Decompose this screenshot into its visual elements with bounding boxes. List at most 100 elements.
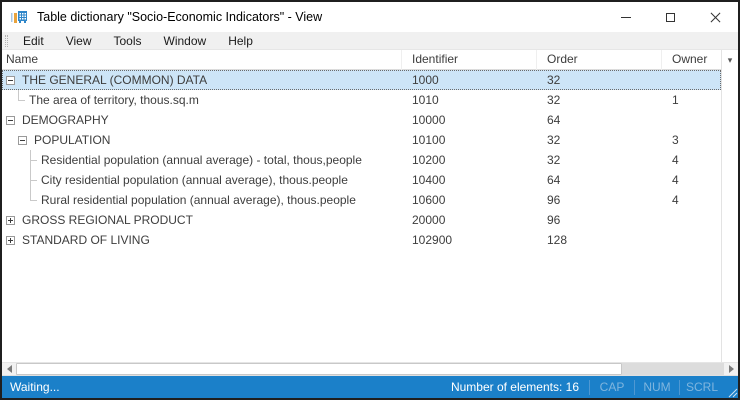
row-name-label: THE GENERAL (COMMON) DATA <box>22 73 208 87</box>
minimize-button[interactable] <box>603 2 648 32</box>
window-title: Table dictionary "Socio-Economic Indicat… <box>37 10 323 24</box>
cell-order: 64 <box>547 113 561 127</box>
scroll-lock-indicator: SCRL <box>685 380 718 394</box>
scroll-right-button[interactable] <box>724 363 738 375</box>
row-name-label: DEMOGRAPHY <box>22 113 109 127</box>
cell-order: 64 <box>547 173 561 187</box>
collapse-icon[interactable] <box>18 135 27 145</box>
window-controls <box>603 2 738 32</box>
cell-order: 32 <box>547 93 561 107</box>
cell-order: 96 <box>547 193 561 207</box>
scroll-left-button[interactable] <box>2 363 16 375</box>
table-row[interactable]: City residential population (annual aver… <box>2 170 721 190</box>
tree-connector <box>30 150 38 170</box>
collapse-icon[interactable] <box>6 75 15 85</box>
table-row[interactable]: THE GENERAL (COMMON) DATA 1000 32 <box>2 70 721 90</box>
maximize-button[interactable] <box>648 2 693 32</box>
cell-identifier: 10400 <box>412 173 446 187</box>
tree-connector <box>18 90 26 110</box>
horizontal-scrollbar[interactable] <box>2 363 738 376</box>
row-name-label: GROSS REGIONAL PRODUCT <box>22 213 193 227</box>
resize-grip[interactable] <box>724 376 738 398</box>
horizontal-scrollbar-track[interactable] <box>622 363 724 375</box>
cell-name: City residential population (annual aver… <box>2 170 402 190</box>
column-options-button[interactable]: ▾ <box>727 54 733 65</box>
elements-count: Number of elements: 16 <box>450 380 579 394</box>
table-header: Name Identifier Order Owner <box>2 50 721 70</box>
arrow-right-icon <box>728 365 734 373</box>
row-name-label: POPULATION <box>34 133 111 147</box>
status-separator <box>634 379 635 395</box>
table-row[interactable]: Residential population (annual average) … <box>2 150 721 170</box>
table-rows: THE GENERAL (COMMON) DATA 1000 32 The area … <box>2 70 721 250</box>
close-icon <box>710 12 721 23</box>
minimize-icon <box>620 16 631 18</box>
horizontal-scrollbar-thumb[interactable] <box>16 363 622 375</box>
column-header-owner[interactable]: Owner <box>672 51 708 66</box>
tree-indent <box>2 200 30 201</box>
tree-indent <box>2 180 30 181</box>
menu-bar: Edit View Tools Window Help <box>2 32 738 50</box>
table-row[interactable]: GROSS REGIONAL PRODUCT 20000 96 <box>2 210 721 230</box>
cell-name: Rural residential population (annual ave… <box>2 190 402 210</box>
cell-order: 32 <box>547 133 561 147</box>
num-lock-indicator: NUM <box>643 380 671 394</box>
row-name-label: Residential population (annual average) … <box>41 153 362 167</box>
cell-order: 32 <box>547 153 561 167</box>
tree-connector <box>30 170 38 190</box>
cell-identifier: 1010 <box>412 93 439 107</box>
cell-name: DEMOGRAPHY <box>2 110 402 130</box>
table-row[interactable]: POPULATION 10100 32 3 <box>2 130 721 150</box>
app-icon <box>11 9 27 25</box>
cell-identifier: 20000 <box>412 213 446 227</box>
cell-name: Residential population (annual average) … <box>2 150 402 170</box>
cell-identifier: 10200 <box>412 153 446 167</box>
maximize-icon <box>666 12 675 22</box>
row-name-label: Rural residential population (annual ave… <box>41 193 356 207</box>
row-name-label: STANDARD OF LIVING <box>22 233 150 247</box>
cell-identifier: 102900 <box>412 233 453 247</box>
status-message: Waiting... <box>10 380 60 394</box>
cell-owner: 4 <box>672 153 679 167</box>
table-row[interactable]: STANDARD OF LIVING 102900 128 <box>2 230 721 250</box>
cell-identifier: 1000 <box>412 73 439 87</box>
menu-view[interactable]: View <box>65 33 92 48</box>
expand-icon[interactable] <box>6 235 15 245</box>
close-button[interactable] <box>693 2 738 32</box>
cell-order: 96 <box>547 213 561 227</box>
tree-table: Name Identifier Order Owner THE GENERAL … <box>2 50 738 363</box>
cell-name: POPULATION <box>2 130 402 150</box>
caps-lock-indicator: CAP <box>599 380 625 394</box>
cell-order: 32 <box>547 73 561 87</box>
cell-name: GROSS REGIONAL PRODUCT <box>2 210 402 230</box>
column-header-identifier[interactable]: Identifier <box>402 50 537 70</box>
cell-identifier: 10100 <box>412 133 446 147</box>
menu-window[interactable]: Window <box>163 33 207 48</box>
status-separator <box>679 379 680 395</box>
expand-icon[interactable] <box>6 215 15 225</box>
menu-help[interactable]: Help <box>228 33 253 48</box>
cell-owner: 3 <box>672 133 679 147</box>
cell-identifier: 10000 <box>412 113 446 127</box>
toolbar-gripper[interactable] <box>5 34 8 47</box>
column-header-name[interactable]: Name <box>2 50 402 70</box>
tree-indent <box>2 140 18 141</box>
row-name-label: The area of territory, thous.sq.m <box>29 93 199 107</box>
title-bar: Table dictionary "Socio-Economic Indicat… <box>2 2 738 32</box>
table-row[interactable]: DEMOGRAPHY 10000 64 <box>2 110 721 130</box>
status-bar: Waiting... Number of elements: 16 CAP NU… <box>2 376 738 398</box>
table-row[interactable]: Rural residential population (annual ave… <box>2 190 721 210</box>
table-row[interactable]: The area of territory, thous.sq.m 1010 32 1 <box>2 90 721 110</box>
cell-name: STANDARD OF LIVING <box>2 230 402 250</box>
cell-name: The area of territory, thous.sq.m <box>2 90 402 110</box>
menu-tools[interactable]: Tools <box>113 33 142 48</box>
collapse-icon[interactable] <box>6 115 15 125</box>
tree-indent <box>2 100 18 101</box>
arrow-left-icon <box>6 365 12 373</box>
column-header-order[interactable]: Order <box>537 50 662 70</box>
vertical-scrollbar-gutter: ▾ <box>721 50 738 362</box>
cell-owner: 4 <box>672 193 679 207</box>
menu-edit[interactable]: Edit <box>23 33 44 48</box>
tree-connector <box>30 190 38 210</box>
cell-owner: 1 <box>672 93 679 107</box>
